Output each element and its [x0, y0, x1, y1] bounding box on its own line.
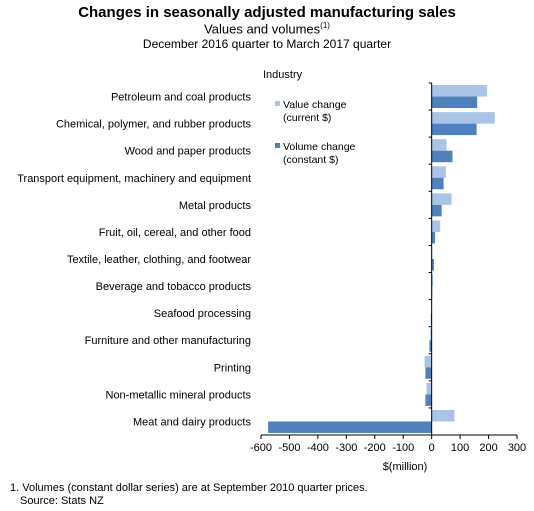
bar-volume-10: [425, 367, 432, 379]
x-tick-label: 100: [451, 442, 469, 454]
bar-volume-5: [431, 231, 436, 244]
bar-volume-1: [431, 123, 477, 136]
category-label: Petroleum and coal products: [111, 92, 252, 104]
chart-title: Changes in seasonally adjusted manufactu…: [78, 4, 456, 21]
x-tick-label: -300: [335, 442, 357, 454]
category-label: Beverage and tobacco products: [96, 281, 252, 293]
legend-swatch-volume: [275, 143, 280, 148]
bar-value-0: [431, 85, 488, 97]
category-label: Wood and paper products: [125, 146, 252, 158]
bar-value-5: [431, 220, 441, 232]
bar-value-9: [430, 328, 432, 341]
bar-value-10: [424, 355, 432, 368]
bar-volume-4: [431, 204, 442, 217]
category-label: Transport equipment, machinery and equip…: [17, 173, 251, 185]
category-label: Textile, leather, clothing, and footwear: [67, 254, 251, 266]
bar-volume-9: [429, 340, 432, 352]
x-tick-label: -400: [307, 442, 329, 454]
legend-label: Value change: [283, 99, 347, 111]
bar-value-4: [431, 193, 452, 205]
category-label: Chemical, polymer, and rubber products: [56, 119, 252, 131]
x-axis-label: $(million): [383, 461, 428, 473]
bar-volume-2: [431, 150, 453, 163]
bar-value-2: [431, 139, 447, 151]
bar-volume-3: [431, 177, 444, 190]
category-label: Fruit, oil, cereal, and other food: [99, 227, 251, 239]
bar-volume-11: [425, 394, 432, 406]
x-tick-label: 0: [429, 442, 435, 454]
category-label: Furniture and other manufacturing: [85, 335, 251, 347]
bar-volume-6: [431, 259, 434, 271]
chart-period: December 2016 quarter to March 2017 quar…: [142, 37, 392, 51]
subtitle-text: Values and volumes: [204, 21, 321, 37]
chart-subtitle: Values and volumes(1): [0, 21, 534, 36]
footnote: 1. Volumes (constant dollar series) are …: [10, 482, 368, 494]
x-tick-label: -500: [278, 442, 300, 454]
legend-swatch-value: [275, 101, 280, 106]
x-tick-label: 200: [479, 442, 497, 454]
category-label: Metal products: [179, 200, 252, 212]
bar-value-12: [431, 409, 455, 422]
x-tick-label: 300: [508, 442, 526, 454]
legend-label: Volume change: [283, 141, 356, 153]
x-tick-label: -100: [392, 442, 414, 454]
x-tick-label: -600: [250, 442, 272, 454]
legend-label: (current $): [283, 112, 331, 124]
bar-volume-0: [431, 96, 478, 109]
category-label: Meat and dairy products: [133, 416, 252, 428]
source-note: Source: Stats NZ: [20, 495, 104, 507]
subtitle-footnote-marker: (1): [320, 21, 330, 30]
legend-label: (constant $): [283, 154, 338, 166]
bar-value-1: [431, 112, 495, 124]
bar-value-7: [431, 274, 434, 287]
category-label: Printing: [214, 362, 251, 374]
category-axis-label: Industry: [263, 69, 303, 81]
bar-value-11: [426, 382, 432, 395]
x-tick-label: -200: [364, 442, 386, 454]
category-label: Seafood processing: [154, 308, 251, 320]
category-label: Non-metallic mineral products: [106, 389, 252, 401]
bar-volume-12: [268, 421, 432, 433]
bar-value-3: [431, 166, 446, 178]
